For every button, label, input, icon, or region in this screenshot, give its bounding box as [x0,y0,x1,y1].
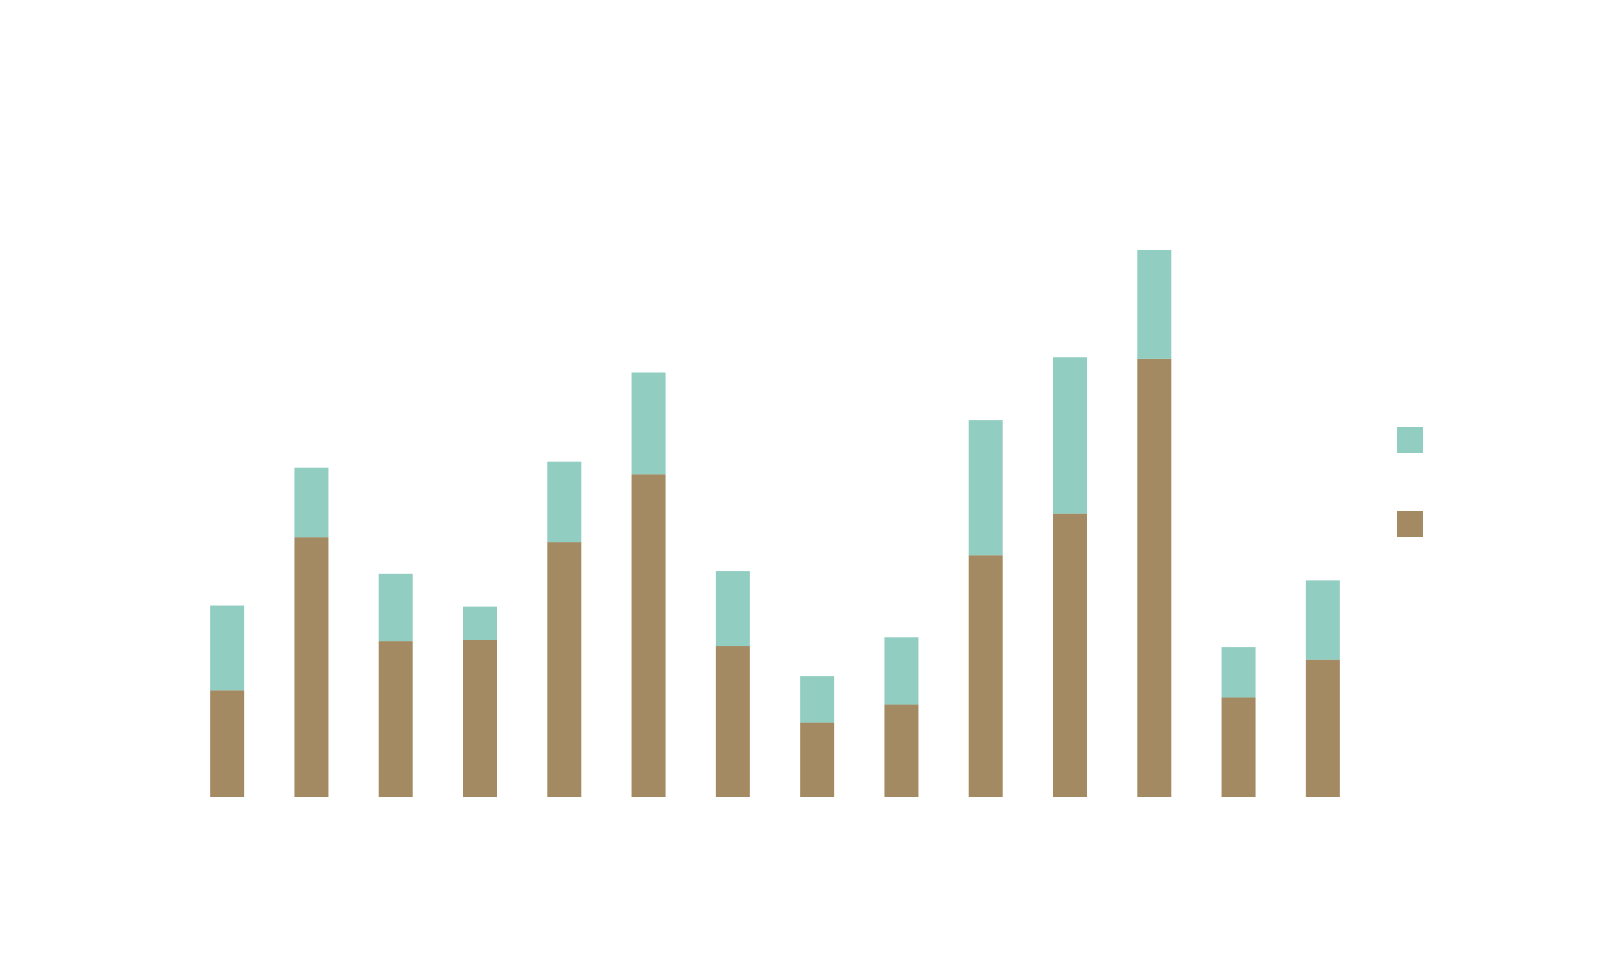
bar-segment-series-2-category-8 [800,676,835,723]
bar-segment-series-1-category-3 [378,641,413,798]
bar-segment-series-1-category-5 [547,542,582,797]
legend-item-2 [1397,511,1423,537]
legend [1397,427,1423,537]
bar-segment-series-2-category-10 [968,420,1003,556]
bar-segment-series-1-category-13 [1221,697,1256,797]
bar-segment-series-1-category-14 [1305,659,1340,797]
bar-segment-series-1-category-4 [463,640,497,797]
bar-segment-series-1-category-8 [800,722,835,797]
bars-layer [210,250,1340,798]
legend-swatch-1 [1397,427,1423,453]
bar-segment-series-1-category-2 [294,537,329,797]
legend-swatch-2 [1397,511,1423,537]
bar-segment-series-2-category-9 [884,637,919,705]
bar-segment-series-2-category-4 [463,606,497,641]
bar-segment-series-1-category-6 [631,474,666,797]
bar-segment-series-1-category-10 [968,555,1003,797]
bar-segment-series-2-category-13 [1221,647,1256,698]
bar-segment-series-2-category-1 [210,605,245,691]
bar-segment-series-2-category-2 [294,467,329,538]
bar-segment-series-1-category-9 [884,704,919,797]
bar-segment-series-2-category-14 [1305,580,1340,660]
bar-segment-series-2-category-6 [631,372,666,475]
bar-segment-series-1-category-12 [1137,358,1172,797]
bar-segment-series-2-category-5 [547,461,582,543]
bar-segment-series-2-category-12 [1137,250,1172,359]
bar-segment-series-2-category-7 [715,571,750,647]
bar-segment-series-1-category-1 [210,690,245,798]
bar-segment-series-2-category-11 [1053,357,1087,514]
bar-segment-series-1-category-7 [715,646,750,797]
legend-item-1 [1397,427,1423,453]
bar-segment-series-1-category-11 [1053,513,1087,797]
bar-segment-series-2-category-3 [378,573,413,642]
